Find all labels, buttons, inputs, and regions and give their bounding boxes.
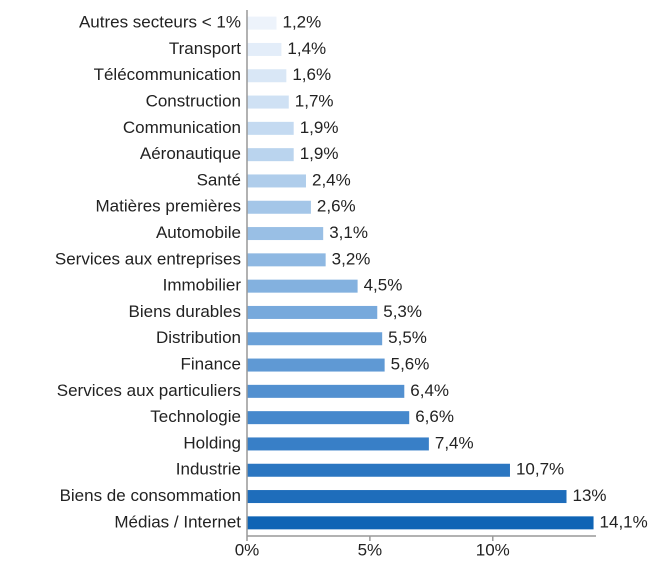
category-label: Construction — [146, 92, 241, 111]
bar — [247, 305, 378, 319]
value-label: 4,5% — [364, 276, 403, 295]
bar — [247, 121, 294, 135]
category-label: Services aux particuliers — [57, 381, 241, 400]
value-label: 2,6% — [317, 197, 356, 216]
bar — [247, 332, 383, 346]
value-label: 3,2% — [332, 249, 371, 268]
bar — [247, 490, 567, 504]
value-label: 1,9% — [300, 144, 339, 163]
bar — [247, 148, 294, 162]
bar — [247, 437, 429, 451]
category-label: Immobilier — [163, 276, 242, 295]
value-label: 1,6% — [292, 65, 331, 84]
value-label: 6,4% — [410, 381, 449, 400]
category-label: Transport — [169, 39, 241, 58]
value-label: 14,1% — [600, 512, 648, 531]
value-label: 6,6% — [415, 407, 454, 426]
bar — [247, 516, 594, 530]
value-label: 2,4% — [312, 170, 351, 189]
bar — [247, 200, 311, 214]
category-label: Télécommunication — [94, 65, 241, 84]
value-label: 10,7% — [516, 460, 564, 479]
category-label: Industrie — [176, 460, 241, 479]
category-label: Holding — [183, 433, 241, 452]
category-label: Communication — [123, 118, 241, 137]
value-label: 1,4% — [287, 39, 326, 58]
x-tick-label: 0% — [235, 540, 260, 559]
category-label: Autres secteurs < 1% — [79, 13, 241, 32]
category-label: Technologie — [150, 407, 241, 426]
category-label: Santé — [197, 170, 241, 189]
value-label: 5,5% — [388, 328, 427, 347]
value-label: 1,2% — [282, 13, 321, 32]
bar — [247, 358, 385, 372]
category-label: Finance — [181, 355, 241, 374]
category-label: Services aux entreprises — [55, 249, 241, 268]
category-label: Distribution — [156, 328, 241, 347]
category-label: Médias / Internet — [114, 512, 241, 531]
bar — [247, 253, 326, 267]
value-label: 1,9% — [300, 118, 339, 137]
bar — [247, 174, 306, 188]
value-label: 5,6% — [391, 355, 430, 374]
bar — [247, 42, 282, 56]
bar — [247, 463, 510, 477]
bar — [247, 279, 358, 293]
bar — [247, 384, 405, 398]
x-tick-label: 10% — [476, 540, 510, 559]
x-tick-label: 5% — [358, 540, 383, 559]
bar — [247, 69, 287, 83]
value-label: 13% — [573, 486, 607, 505]
bar — [247, 95, 289, 109]
value-label: 5,3% — [383, 302, 422, 321]
category-label: Biens de consommation — [60, 486, 241, 505]
value-label: 7,4% — [435, 433, 474, 452]
value-label: 3,1% — [329, 223, 368, 242]
category-label: Biens durables — [129, 302, 241, 321]
category-label: Aéronautique — [140, 144, 241, 163]
value-label: 1,7% — [295, 92, 334, 111]
bar — [247, 227, 324, 241]
category-label: Automobile — [156, 223, 241, 242]
category-label: Matières premières — [96, 197, 242, 216]
bar — [247, 411, 410, 425]
bar — [247, 16, 277, 30]
